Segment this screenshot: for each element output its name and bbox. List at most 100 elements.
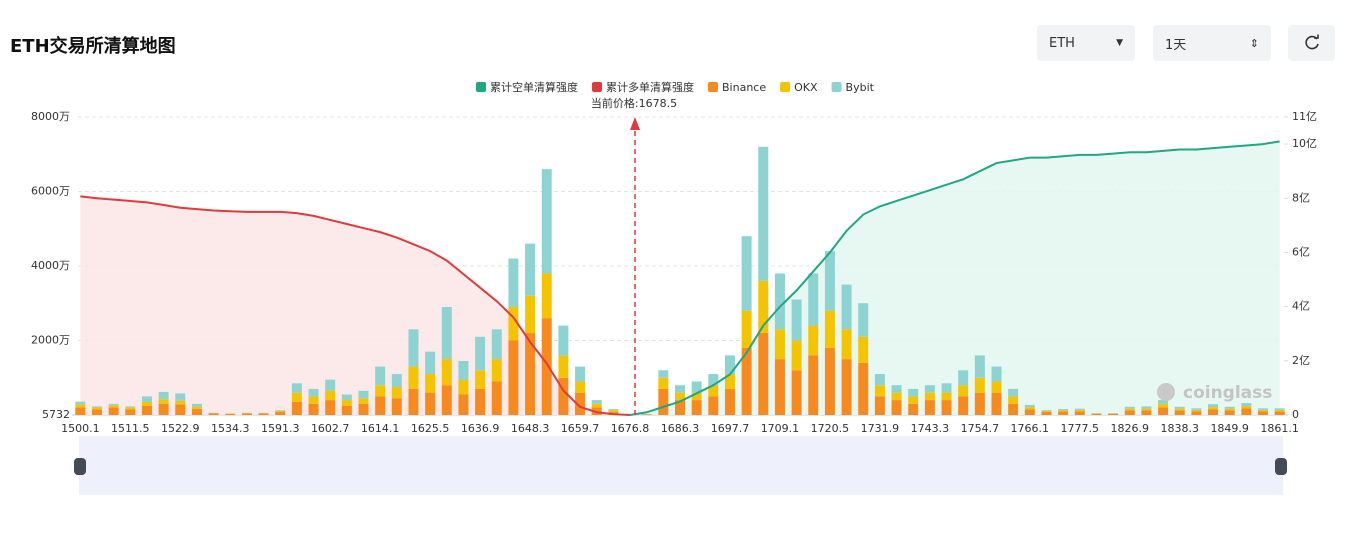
interval-select[interactable]: 1天 ⇕: [1153, 25, 1271, 61]
bar-segment: [1191, 409, 1202, 412]
x-tick-label: 1766.1: [1011, 422, 1050, 435]
bar-segment: [75, 407, 86, 415]
bar-segment: [1024, 407, 1035, 410]
bar-segment: [874, 374, 885, 386]
bar-segment: [891, 392, 902, 401]
bar-segment: [325, 400, 336, 415]
x-tick-label: 1697.7: [711, 422, 750, 435]
x-tick-label: 1511.5: [111, 422, 150, 435]
symbol-select[interactable]: ETH ▼: [1037, 25, 1135, 61]
bar-segment: [824, 251, 835, 311]
bar-segment: [441, 385, 452, 415]
bar-segment: [908, 403, 919, 415]
y2-tick-label: 8亿: [1292, 191, 1310, 204]
caret: ▼: [1116, 38, 1123, 48]
bar-segment: [458, 360, 469, 380]
bar-segment: [575, 392, 586, 415]
slider-handle: [1275, 458, 1287, 475]
bar-segment: [158, 403, 169, 415]
bar-segment: [741, 347, 752, 415]
bar-segment: [924, 392, 935, 401]
price-annotation: 当前价格:1678.5: [591, 96, 677, 110]
bar-segment: [425, 392, 436, 415]
bar-segment: [208, 413, 219, 415]
bar-segment: [158, 391, 169, 400]
bar-segment: [675, 400, 685, 415]
bar-segment: [758, 146, 769, 281]
y-tick-label: 4000万: [31, 259, 70, 272]
bar-segment: [1008, 388, 1019, 397]
bar-segment: [408, 329, 419, 367]
bar-segment: [1158, 407, 1169, 415]
bar-segment: [391, 398, 402, 415]
x-tick-label: 1500.1: [61, 422, 100, 435]
bar-segment: [908, 388, 919, 397]
bar-segment: [125, 407, 136, 410]
bar-segment: [75, 401, 86, 405]
bar-segment: [441, 306, 452, 360]
bar-segment: [1241, 406, 1252, 409]
bar-segment: [1191, 411, 1202, 415]
bar-segment: [1258, 408, 1269, 410]
bar-segment: [141, 405, 152, 415]
bar-segment: [425, 374, 436, 393]
bar-segment: [358, 398, 369, 404]
price-arrow: [630, 117, 640, 130]
x-tick-label: 1826.9: [1111, 422, 1150, 435]
bar-segment: [1158, 403, 1169, 408]
bar-segment: [1074, 409, 1085, 412]
bar-segment: [91, 409, 102, 415]
legend-swatch: [831, 82, 842, 92]
bar-segment: [541, 318, 552, 415]
bar-segment: [441, 359, 452, 386]
bar-segment: [941, 392, 952, 401]
bar-segment: [275, 410, 286, 413]
bar-segment: [475, 388, 486, 415]
bar-segment: [958, 396, 969, 415]
bar-segment: [141, 396, 152, 402]
x-tick-label: 1625.5: [411, 422, 450, 435]
bar-segment: [525, 333, 536, 415]
x-tick-label: 1676.8: [611, 422, 650, 435]
bar-segment: [1074, 408, 1085, 410]
bar-segment: [591, 407, 602, 415]
bar-segment: [1141, 410, 1152, 415]
bar-segment: [774, 329, 785, 360]
x-tick-label: 1522.9: [161, 422, 200, 435]
y-tick-label: 5732: [42, 408, 70, 421]
bar-segment: [258, 413, 269, 415]
watermark-icon: [1157, 383, 1175, 401]
range-slider: [79, 436, 1283, 495]
refresh-button[interactable]: [1288, 25, 1335, 61]
bar-segment: [375, 385, 386, 397]
x-tick-label: 1636.9: [461, 422, 500, 435]
bar-segment: [991, 392, 1002, 415]
bar-segment: [508, 340, 519, 415]
bar-segment: [1241, 408, 1252, 415]
x-tick-label: 1659.7: [561, 422, 600, 435]
bar-segment: [1258, 411, 1269, 415]
y2-tick-label: 4亿: [1292, 300, 1310, 313]
bar-segment: [691, 392, 702, 401]
bar-segment: [941, 383, 952, 393]
line-area: [80, 196, 631, 415]
bar-segment: [1274, 409, 1285, 412]
bar-segment: [191, 403, 202, 407]
bar-segment: [891, 385, 902, 393]
bar-segment: [1074, 411, 1085, 415]
x-tick-label: 1602.7: [311, 422, 350, 435]
x-tick-label: 1720.5: [811, 422, 850, 435]
bar-segment: [75, 404, 86, 408]
bar-segment: [358, 390, 369, 399]
bar-segment: [641, 414, 652, 415]
bar-segment: [1041, 412, 1052, 415]
bar-segment: [458, 379, 469, 395]
x-tick-label: 1849.9: [1210, 422, 1249, 435]
bar-segment: [874, 396, 885, 415]
bar-segment: [1158, 400, 1169, 404]
bar-segment: [1174, 410, 1185, 415]
watermark: coinglass: [1183, 383, 1272, 403]
bar-segment: [1041, 410, 1052, 413]
legend-label: Binance: [722, 81, 766, 94]
bar-segment: [191, 406, 202, 410]
